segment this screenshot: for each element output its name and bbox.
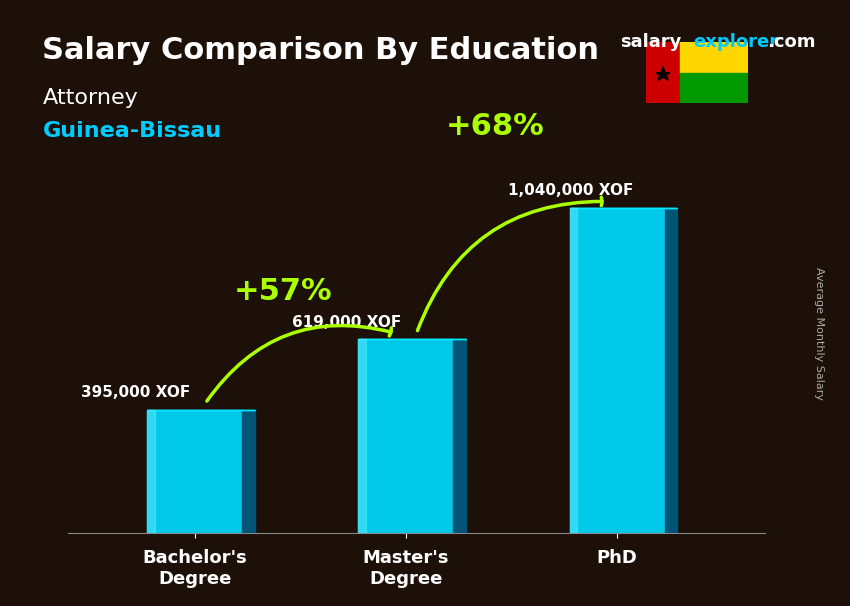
- Bar: [147, 410, 155, 533]
- Text: Salary Comparison By Education: Salary Comparison By Education: [42, 36, 599, 65]
- Bar: [680, 73, 748, 103]
- Text: Guinea-Bissau: Guinea-Bissau: [42, 121, 222, 141]
- Bar: [646, 42, 680, 103]
- Text: explorer: explorer: [693, 33, 778, 52]
- Text: 619,000 XOF: 619,000 XOF: [292, 315, 401, 330]
- Bar: [359, 339, 453, 533]
- Text: Average Monthly Salary: Average Monthly Salary: [814, 267, 824, 400]
- Text: 395,000 XOF: 395,000 XOF: [81, 385, 190, 400]
- Text: +68%: +68%: [445, 112, 544, 141]
- Bar: [680, 42, 748, 73]
- Bar: [570, 208, 665, 533]
- Bar: [570, 208, 577, 533]
- Bar: [359, 339, 366, 533]
- Polygon shape: [656, 67, 670, 81]
- Bar: [147, 410, 242, 533]
- Text: 1,040,000 XOF: 1,040,000 XOF: [508, 183, 633, 198]
- Text: Attorney: Attorney: [42, 88, 139, 108]
- Text: +57%: +57%: [234, 276, 332, 305]
- Polygon shape: [242, 410, 255, 533]
- Text: .com: .com: [767, 33, 815, 52]
- Text: salary: salary: [620, 33, 682, 52]
- Polygon shape: [453, 339, 466, 533]
- Polygon shape: [665, 208, 677, 533]
